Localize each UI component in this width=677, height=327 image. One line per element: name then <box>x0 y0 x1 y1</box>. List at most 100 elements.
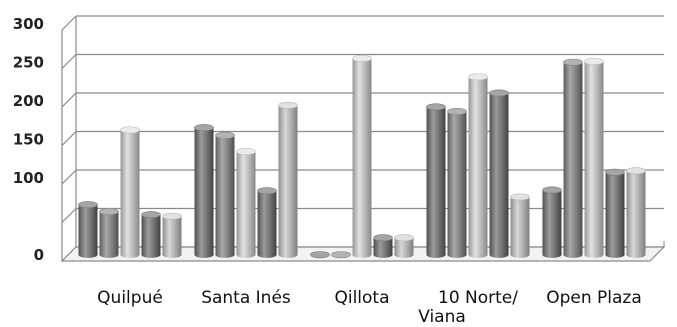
bar-cap <box>162 212 182 220</box>
bar <box>447 107 467 258</box>
bar <box>605 168 625 258</box>
bar <box>278 101 298 258</box>
y-tick-label: 100 <box>13 169 44 187</box>
bar <box>257 187 277 258</box>
bar-cap <box>331 251 351 259</box>
bar-cap <box>489 89 509 97</box>
bar <box>78 201 98 258</box>
bar-body <box>373 237 393 258</box>
bar-body <box>162 216 182 258</box>
bar <box>542 186 562 258</box>
bar <box>489 89 509 258</box>
bar <box>331 251 351 259</box>
bar-group <box>310 54 414 259</box>
x-category-label: Santa Inés <box>201 288 291 308</box>
bar <box>215 131 235 258</box>
bar <box>394 234 414 258</box>
bar-body <box>120 129 140 258</box>
bar-body <box>194 127 214 258</box>
bar-cap <box>78 201 98 209</box>
x-category-label: 10 Norte/Viana <box>418 288 518 327</box>
bar-cap <box>257 187 277 195</box>
bar-cap <box>141 211 161 219</box>
bar <box>584 57 604 258</box>
bar-body <box>78 204 98 258</box>
bar-body <box>426 106 446 258</box>
gridline-depth <box>61 92 77 108</box>
gridline-depth <box>61 54 77 69</box>
bar-cap <box>194 124 214 132</box>
bar-cap <box>352 54 372 62</box>
bar-body <box>99 211 119 258</box>
bar-cap <box>542 186 562 194</box>
bar-body <box>447 111 467 258</box>
bar-body <box>278 105 298 258</box>
bar-body <box>542 190 562 258</box>
x-category-label-line: Viana <box>418 307 466 327</box>
bar-cap <box>236 148 256 156</box>
y-tick-label: 300 <box>13 15 44 33</box>
bar-cap <box>278 101 298 109</box>
bar <box>468 73 488 258</box>
bar <box>141 211 161 258</box>
bar <box>510 193 530 258</box>
bar-body <box>563 62 583 258</box>
bar <box>99 208 119 258</box>
bar-body <box>510 196 530 258</box>
bar-series-group <box>78 54 646 259</box>
x-category-label-line: Quilpué <box>97 288 163 308</box>
gridline-depth <box>61 131 77 146</box>
bar-cap <box>310 251 330 259</box>
bar-cap <box>120 126 140 134</box>
bar <box>626 167 646 258</box>
bar-group <box>542 57 646 258</box>
bar <box>236 148 256 258</box>
x-category-label: Quilpué <box>97 288 163 308</box>
y-tick-label: 250 <box>13 54 44 72</box>
bar-body <box>584 61 604 258</box>
gridline-depth <box>61 208 77 223</box>
bar-cap <box>99 208 119 216</box>
x-axis: Quilpué Santa Inés Qillota 10 Norte/Viana Op… <box>97 288 642 327</box>
bar-cap <box>447 107 467 115</box>
bar-body <box>236 151 256 258</box>
bar-body <box>141 214 161 258</box>
bar-cap <box>373 234 393 242</box>
y-axis: 0 100 150 200 250 300 <box>13 15 44 264</box>
x-category-label-line: Santa Inés <box>201 288 291 308</box>
x-category-label-line: 10 Norte/ <box>438 288 518 308</box>
bar-group <box>78 126 182 258</box>
bar-body <box>215 135 235 258</box>
bar-body <box>394 237 414 258</box>
bar-cap <box>394 234 414 242</box>
bar-cap <box>563 58 583 66</box>
bar <box>120 126 140 258</box>
bar <box>352 54 372 258</box>
x-category-label-line: Qillota <box>334 288 389 308</box>
y-tick-label: 150 <box>13 131 44 149</box>
bar <box>194 124 214 258</box>
y-tick-label: 0 <box>34 246 44 264</box>
bar-cap <box>584 57 604 65</box>
bar-body <box>257 190 277 258</box>
bar-body <box>468 76 488 258</box>
gridline-depth <box>61 169 77 185</box>
bar <box>563 58 583 258</box>
x-category-label: Open Plaza <box>546 288 642 308</box>
bar-cap <box>605 168 625 176</box>
bar-cap <box>426 103 446 111</box>
bar-cap <box>468 73 488 81</box>
bar-group <box>194 101 298 258</box>
bar-group <box>426 73 530 258</box>
bar <box>162 212 182 258</box>
bar-cap <box>626 167 646 175</box>
bar-cap <box>215 131 235 139</box>
bar-cap <box>510 193 530 201</box>
bar <box>426 103 446 258</box>
bar <box>310 251 330 259</box>
x-category-label: Qillota <box>334 288 389 308</box>
bar-body <box>626 170 646 258</box>
gridline-depth <box>61 15 77 31</box>
x-category-label-line: Open Plaza <box>546 288 642 308</box>
